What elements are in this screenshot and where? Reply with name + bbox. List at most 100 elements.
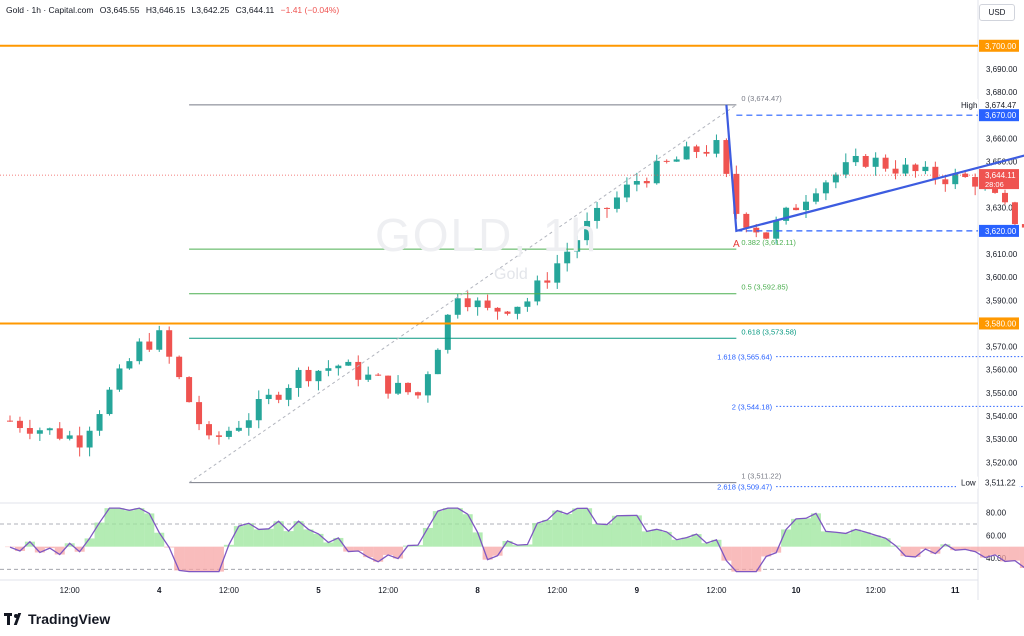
x-tick-label: 12:00 <box>706 586 727 595</box>
fib-level-label: 1 (3,511.22) <box>741 472 781 481</box>
candle-body <box>663 160 670 162</box>
rsi-fill-bar <box>124 510 135 547</box>
rsi-fill-bar <box>1019 546 1024 569</box>
rsi-fill-bar <box>1009 546 1020 561</box>
y-tick-label: 3,630.00 <box>986 204 1018 213</box>
candle-body <box>255 399 262 421</box>
rsi-fill-bar <box>771 546 782 553</box>
rsi-axis-label: 40.00 <box>986 554 1007 563</box>
x-tick-label: 9 <box>635 586 640 595</box>
change-value: −1.41 (−0.04%) <box>280 5 340 15</box>
candle-body <box>584 220 591 241</box>
rsi-fill-bar <box>960 546 971 550</box>
y-tick-label: 3,590.00 <box>986 296 1018 305</box>
candle-body <box>753 227 760 233</box>
rsi-fill-bar <box>154 532 165 547</box>
rsi-fill-bar <box>701 543 712 547</box>
rsi-fill-bar <box>273 521 284 547</box>
rsi-fill-bar <box>920 546 931 550</box>
y-tick-label: 3,660.00 <box>986 134 1018 143</box>
watermark-symbol: GOLD, 1h <box>375 209 599 261</box>
candle-body <box>225 430 232 437</box>
rsi-fill-bar <box>263 528 274 547</box>
rsi-fill-bar <box>64 543 75 547</box>
rsi-fill-bar <box>542 519 553 547</box>
rsi-fill-bar <box>323 542 334 547</box>
rsi-fill-bar <box>393 546 404 559</box>
brand-name: TradingView <box>28 611 111 627</box>
rsi-fill-bar <box>1000 546 1010 562</box>
candles <box>7 134 1024 457</box>
y-tick-label: 3,540.00 <box>986 412 1018 421</box>
candle-body <box>643 181 650 184</box>
tradingview-logo-icon <box>4 613 24 625</box>
rsi-fill-bar <box>194 546 205 572</box>
rsi-fill-bar <box>184 546 195 572</box>
x-tick-label: 12:00 <box>547 586 568 595</box>
price-label-box <box>979 109 1019 122</box>
candle-body <box>444 314 451 350</box>
rsi-fill-bar <box>651 529 662 547</box>
candle-body <box>743 213 750 228</box>
rsi-fill-bar <box>333 537 344 547</box>
candle-body <box>126 361 133 369</box>
rsi-fill-bar <box>791 518 802 547</box>
candle-body <box>206 424 212 436</box>
candle-body <box>245 420 252 428</box>
rsi-fill-bar <box>313 533 324 547</box>
rsi-fill-bar <box>94 522 105 547</box>
candle-body <box>1011 202 1018 225</box>
rsi-fill-bar <box>850 529 861 547</box>
rsi-fill-bar <box>900 546 911 557</box>
candle-body <box>912 164 919 172</box>
rsi-fill-bar <box>213 546 224 572</box>
rsi-fill-bar <box>432 511 443 547</box>
rsi-fill-bar <box>990 546 1001 555</box>
tradingview-logo[interactable]: TradingView <box>4 611 110 627</box>
candle-body <box>693 146 700 152</box>
candle-body <box>146 341 153 350</box>
candle-body <box>962 173 969 178</box>
candle-body <box>852 155 859 163</box>
rsi-fill-bar <box>781 529 792 547</box>
rsi-axis-label: 80.00 <box>986 509 1007 518</box>
rsi-fill-bar <box>641 531 652 547</box>
candle-body <box>822 182 829 194</box>
rsi-fill-bar <box>592 523 603 547</box>
candle-body <box>76 435 83 448</box>
fib-trend-line <box>188 104 737 484</box>
price-label-box <box>979 39 1019 52</box>
rsi-fill-bar <box>233 526 244 547</box>
rsi-fill-bar <box>54 546 65 555</box>
currency-button[interactable]: USD <box>979 4 1015 21</box>
candle-body <box>414 392 421 396</box>
candle-body <box>952 173 959 185</box>
countdown-label: 28:06 <box>985 180 1004 189</box>
abc-point-label: A <box>733 239 740 250</box>
rsi-fill-bar <box>980 546 991 558</box>
rsi-fill-bar <box>562 513 573 547</box>
symbol-name[interactable]: Gold · 1h · Capital.com <box>6 5 94 15</box>
rsi-fill-bar <box>412 545 423 547</box>
candle-body <box>494 307 501 312</box>
x-tick-label: 12:00 <box>219 586 240 595</box>
price-label-box <box>979 224 1019 237</box>
rsi-fill-bar <box>950 546 961 551</box>
candle-body <box>46 428 53 431</box>
candle-body <box>464 298 471 308</box>
rsi-fill-bar <box>114 508 125 547</box>
rsi-fill-bar <box>970 546 981 552</box>
y-tick-label: 3,690.00 <box>986 65 1018 74</box>
rsi-fill-bar <box>462 514 473 547</box>
candle-body <box>882 157 889 169</box>
rsi-fill-bar <box>731 546 742 572</box>
candle-body <box>544 280 551 283</box>
candle-body <box>295 369 302 388</box>
rsi-fill-bar <box>741 546 752 572</box>
candle-body <box>86 430 93 448</box>
fib-level-label: 0.382 (3,612.11) <box>741 238 796 247</box>
price-label-text: 3,511.22 <box>985 479 1016 488</box>
y-tick-label: 3,530.00 <box>986 435 1018 444</box>
rsi-fill-bar <box>810 513 821 547</box>
